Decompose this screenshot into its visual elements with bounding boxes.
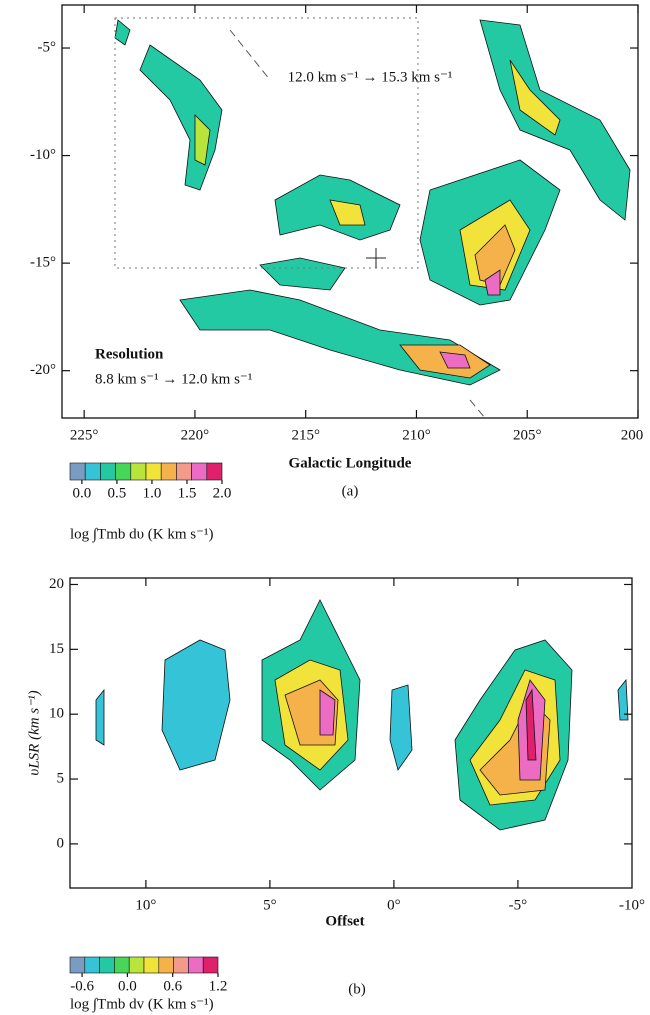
colorbar-swatch <box>130 462 147 481</box>
map-overlays <box>114 17 486 419</box>
colorbar-swatch <box>188 956 204 974</box>
colorbar-tick-label: 2.0 <box>213 485 232 501</box>
panel-label: (a) <box>342 483 359 499</box>
colorbar-swatch <box>84 956 100 974</box>
x-tick-label: 205° <box>513 427 542 443</box>
colorbar-swatch <box>206 462 223 481</box>
center-cross <box>366 248 386 268</box>
colorbar-swatch <box>69 956 86 974</box>
colorbar-label: log ∫T​mb dυ (K km s⁻¹) <box>70 526 214 542</box>
x-axis-label: Galactic Longitude <box>289 455 412 471</box>
colorbar-swatch <box>202 956 219 974</box>
y-axis-label: υLSR (km s⁻¹) <box>26 690 42 775</box>
y-tick-label: -10° <box>30 147 56 163</box>
pv-contours <box>95 599 629 831</box>
y-tick-label: 10 <box>49 706 64 722</box>
x-tick-label: 10° <box>135 897 156 913</box>
colorbar-swatch <box>69 462 86 481</box>
colorbar-tick-label: 0.0 <box>73 485 92 501</box>
colorbar-label: log ∫T​mb dv (K km s⁻¹) <box>70 996 214 1012</box>
y-tick-label: -15° <box>30 255 56 271</box>
plot-frame <box>69 577 633 889</box>
dotted-box <box>114 17 419 269</box>
panel-label: (b) <box>348 981 366 997</box>
x-tick-label: 5° <box>263 897 277 913</box>
colorbar-tick-label: 0.5 <box>108 485 127 501</box>
x-tick-label: -5° <box>509 897 528 913</box>
colorbar-tick-label: -0.6 <box>70 978 94 994</box>
colorbar-swatch <box>191 462 208 481</box>
colorbar-swatch <box>145 462 162 481</box>
colorbar-swatch <box>114 956 130 974</box>
y-tick-label: -20° <box>30 362 56 378</box>
x-tick-label: 0° <box>387 897 401 913</box>
annotation: 8.8 km s⁻¹ → 12.0 km s⁻¹ <box>95 371 252 387</box>
cut-line <box>229 29 486 419</box>
colorbar-swatch <box>176 462 192 481</box>
y-tick-label: 0 <box>57 835 65 851</box>
plot-frame <box>61 4 639 419</box>
colorbar-swatch <box>158 956 174 974</box>
annotation: Resolution <box>95 346 164 362</box>
colorbar-swatch <box>160 462 177 481</box>
x-tick-label: 215° <box>291 427 320 443</box>
x-tick-label: -10° <box>619 897 645 913</box>
colorbar-swatch <box>128 956 145 974</box>
colorbar-tick-label: 1.2 <box>209 978 228 994</box>
colorbar-tick-label: 1.0 <box>143 485 162 501</box>
x-tick-label: 225° <box>70 427 99 443</box>
x-tick-label: 200 <box>621 427 644 443</box>
colorbar-swatch <box>115 462 132 481</box>
colorbar-swatch <box>173 956 189 974</box>
annotation: 12.0 km s⁻¹ → 15.3 km s⁻¹ <box>288 69 453 85</box>
x-tick-label: 220° <box>181 427 210 443</box>
x-tick-label: 210° <box>402 427 431 443</box>
y-tick-label: 15 <box>49 641 64 657</box>
x-axis-label: Offset <box>325 913 364 929</box>
colorbar-tick-label: 0.6 <box>163 978 182 994</box>
colorbar-tick-label: 1.5 <box>178 485 197 501</box>
colorbar-swatch <box>100 462 116 481</box>
y-tick-label: 20 <box>49 576 64 592</box>
colorbar-swatch <box>84 462 101 481</box>
colorbar-swatch <box>99 956 115 974</box>
map-contours <box>114 19 631 386</box>
colorbar-swatch <box>143 956 160 974</box>
y-tick-label: -5° <box>38 39 57 55</box>
y-tick-label: 5 <box>57 770 65 786</box>
colorbar-tick-label: 0.0 <box>118 978 137 994</box>
